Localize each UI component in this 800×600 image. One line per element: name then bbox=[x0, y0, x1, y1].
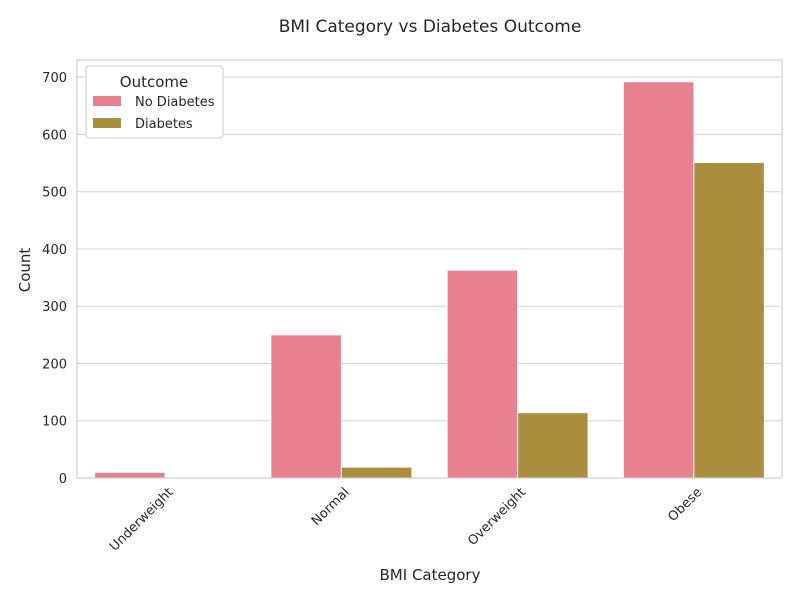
chart-title: BMI Category vs Diabetes Outcome bbox=[279, 17, 582, 37]
x-tick-label-normal: Normal bbox=[309, 485, 353, 529]
legend: Outcome No Diabetes Diabetes bbox=[85, 65, 224, 139]
legend-swatch-no-diabetes bbox=[93, 96, 121, 106]
y-tick-label: 400 bbox=[42, 243, 67, 258]
y-tick-label: 700 bbox=[42, 71, 67, 86]
legend-swatch-diabetes bbox=[93, 118, 121, 128]
y-tick-label: 200 bbox=[42, 357, 67, 372]
y-tick-label: 0 bbox=[59, 472, 67, 487]
bar-diabetes-normal bbox=[340, 466, 413, 479]
legend-label-no-diabetes: No Diabetes bbox=[135, 95, 215, 110]
y-tick-labels: 0 100 200 300 400 500 600 700 bbox=[42, 71, 67, 487]
x-tick-label-overweight: Overweight bbox=[465, 485, 529, 549]
x-axis-label: BMI Category bbox=[380, 566, 481, 584]
bar-no-diabetes-overweight bbox=[446, 269, 519, 479]
x-tick-label-obese: Obese bbox=[665, 485, 705, 525]
y-tick-label: 600 bbox=[42, 128, 67, 143]
bars bbox=[94, 81, 765, 479]
x-tick-label-underweight: Underweight bbox=[107, 485, 176, 554]
bar-no-diabetes-normal bbox=[270, 334, 342, 479]
legend-title: Outcome bbox=[120, 73, 188, 91]
y-tick-label: 500 bbox=[42, 186, 67, 201]
x-tick-labels: Underweight Normal Overweight Obese bbox=[107, 485, 705, 554]
plot-frame bbox=[76, 59, 783, 479]
y-axis-label: Count bbox=[16, 248, 34, 293]
y-tick-label: 100 bbox=[42, 415, 67, 430]
bar-diabetes-obese bbox=[693, 161, 765, 479]
bar-diabetes-overweight bbox=[517, 412, 589, 479]
bar-no-diabetes-obese bbox=[622, 81, 695, 479]
bar-no-diabetes-underweight bbox=[94, 471, 166, 479]
y-tick-label: 300 bbox=[42, 300, 67, 315]
legend-label-diabetes: Diabetes bbox=[135, 117, 193, 132]
